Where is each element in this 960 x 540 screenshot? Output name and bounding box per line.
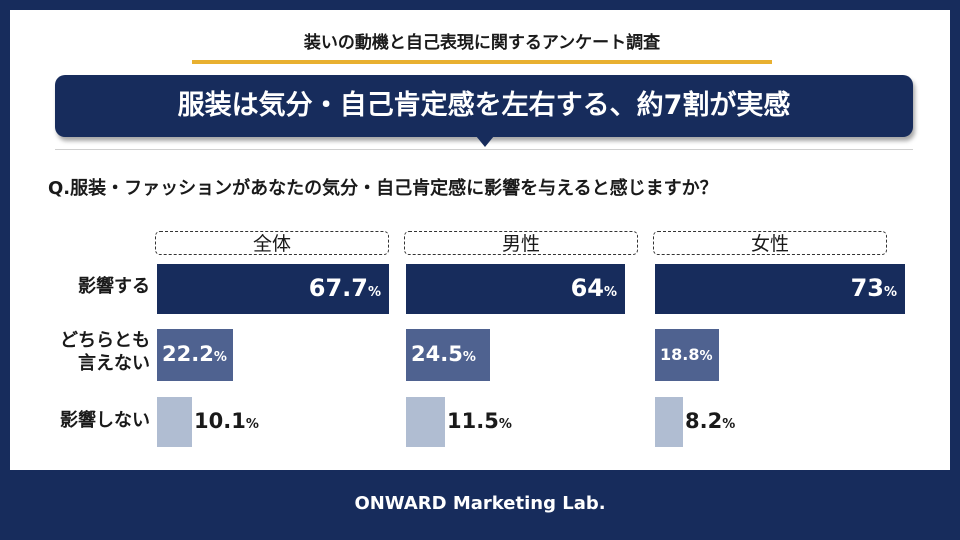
survey-title: 装いの動機と自己表現に関するアンケート調査	[303, 33, 661, 53]
data-label: 24.5%	[411, 342, 476, 366]
data-label-unit: %	[699, 349, 713, 364]
bar	[157, 329, 233, 381]
data-label-unit: %	[213, 350, 227, 365]
data-label-unit: %	[245, 417, 259, 432]
data-label-unit: %	[722, 417, 736, 432]
divider	[55, 149, 913, 150]
data-label-value: 8.2	[685, 409, 723, 433]
bar	[406, 329, 490, 381]
data-label-value: 22.2	[162, 342, 214, 366]
question-text: Q.服装・ファッションがあなたの気分・自己肯定感に影響を与えると感じますか？	[48, 178, 718, 199]
data-label-value: 11.5	[447, 409, 499, 433]
category-label-line: どちらとも	[60, 330, 150, 351]
data-label-value: 18.8	[660, 345, 700, 364]
data-label-value: 10.1	[194, 409, 246, 433]
data-label-unit: %	[498, 417, 512, 432]
category-label-line: 影響しない	[60, 409, 150, 431]
data-label: 10.1%	[194, 409, 259, 433]
data-label-value: 67.7	[308, 274, 368, 302]
bar	[655, 264, 905, 314]
data-label: 67.7%	[309, 274, 381, 302]
bar	[655, 397, 683, 447]
data-label: 73%	[851, 274, 897, 302]
headline-banner: 服装は気分・自己肯定感を左右する、約7割が実感	[55, 75, 913, 137]
data-label: 18.8%	[660, 345, 713, 364]
data-label-value: 73	[850, 274, 884, 302]
title-underline	[192, 60, 772, 64]
bar	[157, 397, 192, 447]
data-label: 8.2%	[685, 409, 735, 433]
data-label-value: 24.5	[411, 342, 463, 366]
bar	[157, 264, 389, 314]
category-label: 影響する	[10, 275, 150, 298]
data-label: 11.5%	[447, 409, 512, 433]
series-header: 全体	[155, 231, 389, 255]
footer-brand: ONWARD Marketing Lab.	[354, 493, 606, 514]
headline-text: 服装は気分・自己肯定感を左右する、約7割が実感	[177, 90, 791, 121]
data-label: 22.2%	[162, 342, 227, 366]
series-header: 男性	[404, 231, 638, 255]
category-label-line: 言えない	[78, 353, 150, 374]
banner-pointer	[476, 136, 494, 147]
bar	[406, 264, 625, 314]
data-label-unit: %	[883, 285, 897, 300]
bar	[655, 329, 719, 381]
bar	[406, 397, 445, 447]
data-label-unit: %	[603, 285, 617, 300]
category-label: 影響しない	[10, 409, 150, 432]
data-label-value: 64	[570, 274, 604, 302]
category-label: どちらとも 言えない	[10, 329, 150, 375]
data-label-unit: %	[367, 285, 381, 300]
data-label: 64%	[571, 274, 617, 302]
series-header: 女性	[653, 231, 887, 255]
data-label-unit: %	[462, 350, 476, 365]
category-label-line: 影響する	[78, 275, 150, 297]
